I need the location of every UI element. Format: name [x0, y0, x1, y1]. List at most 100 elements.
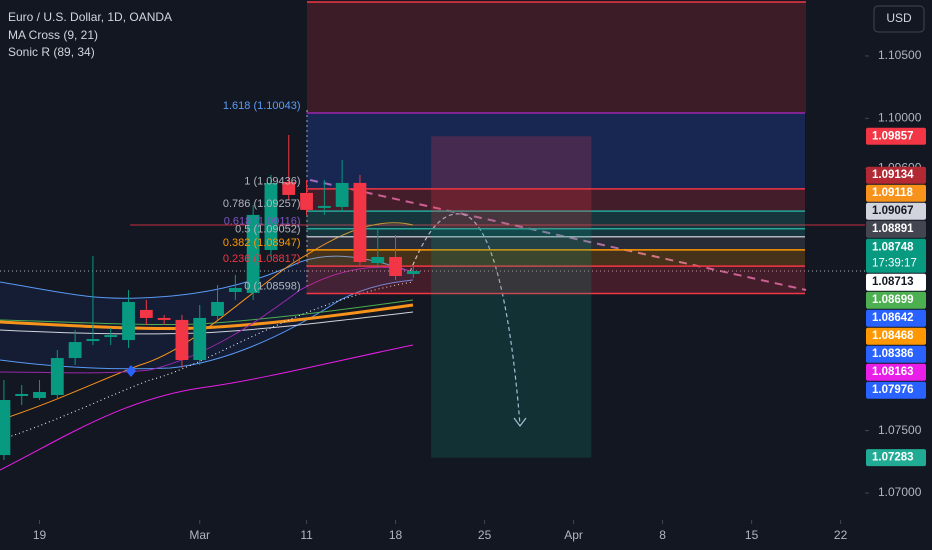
x-tick-label: 11 [300, 528, 313, 542]
fib-label: 1 (1.09436) [244, 176, 300, 188]
currency-label[interactable]: USD [886, 11, 912, 25]
candle-body [389, 257, 402, 276]
price-tag [866, 238, 926, 273]
price-tag-label: 1.08713 [872, 276, 914, 288]
fib-label: 0.618 (1.09116) [224, 216, 301, 228]
y-tick-label: 1.07500 [878, 423, 922, 437]
candle-body [15, 393, 29, 396]
candle-body [264, 182, 278, 251]
price-tag [866, 166, 926, 184]
candle-body [371, 257, 385, 263]
x-tick-label: 15 [745, 528, 759, 542]
currency-button[interactable] [873, 5, 925, 33]
candle-body [228, 287, 242, 292]
fib-extension-box [307, 2, 806, 113]
price-tag-label: 1.07976 [872, 384, 914, 396]
price-tag-label: 1.09134 [872, 169, 914, 181]
candle-body [317, 205, 331, 208]
price-tag-label: 1.08386 [872, 348, 914, 360]
fib-band [306, 249, 806, 267]
y-tick-label: 1.10000 [878, 111, 922, 125]
forecast-arrowhead [513, 417, 527, 427]
price-tag [866, 327, 926, 345]
ma-fast [0, 222, 414, 421]
candle-body [353, 182, 367, 262]
fib-band [306, 236, 806, 250]
channel-lower [0, 279, 414, 370]
forecast-curve [409, 213, 521, 426]
plot-area [0, 1, 865, 471]
trend-dots [0, 281, 414, 441]
fib-band [306, 188, 806, 212]
price-countdown: 17:39:17 [872, 258, 917, 270]
x-tick-label: Apr [564, 528, 583, 542]
position-reward [431, 228, 592, 458]
price-tag-label: 1.07283 [872, 452, 914, 464]
candle-body [211, 301, 224, 316]
y-tick-label: 1.07000 [878, 485, 922, 499]
candle-body [193, 317, 207, 361]
price-tag [866, 345, 926, 363]
fib-label: 0.236 (1.08817) [223, 253, 301, 265]
fib-label: 1.618 (1.10043) [223, 100, 301, 112]
candle-body [335, 182, 349, 207]
candle-body [86, 339, 100, 342]
fib-label: 0.786 (1.09257) [223, 198, 301, 210]
cross-marker [126, 365, 136, 377]
price-tag-label: 1.08642 [872, 312, 914, 324]
fib-band [306, 211, 806, 229]
y-tick-label: 1.10500 [878, 48, 922, 62]
channel-fill [0, 256, 413, 369]
price-tag-label: 1.09067 [872, 205, 914, 217]
candle-body [157, 317, 171, 320]
price-tag [866, 363, 926, 381]
price-tag-label: 1.08891 [872, 223, 914, 235]
x-tick-label: 18 [389, 528, 403, 542]
projection-line [309, 179, 807, 291]
indicator-label: Sonic R (89, 34) [8, 45, 95, 59]
candle-body [406, 270, 420, 274]
price-tag-label: 1.08468 [872, 330, 914, 342]
candle-body [282, 181, 296, 195]
fib-label: 0.5 (1.09052) [235, 224, 300, 236]
ma-slow [0, 266, 414, 374]
candle-body [175, 319, 189, 361]
price-tag [866, 202, 926, 220]
price-tag [866, 309, 926, 327]
candle-body [246, 214, 260, 293]
candle-body [0, 399, 11, 456]
ma-long [0, 344, 414, 471]
price-tag [866, 381, 926, 399]
price-tag-label: 1.08699 [872, 294, 914, 306]
price-tag-label: 1.09857 [872, 130, 914, 142]
fib-band [306, 228, 806, 237]
price-tag [866, 184, 926, 202]
price-tag [866, 449, 926, 467]
fib-band [306, 113, 806, 189]
x-tick-label: 8 [659, 528, 666, 542]
candle-body [104, 335, 118, 338]
candle-body [300, 192, 313, 210]
candle-body [68, 342, 82, 359]
symbol-title: Euro / U.S. Dollar, 1D, OANDA [8, 10, 172, 24]
fib-label: 0 (1.08598) [244, 280, 300, 292]
price-tag-label: 1.09118 [872, 187, 914, 199]
position-risk [431, 136, 592, 229]
candle-body [139, 309, 153, 318]
x-tick-label: 22 [834, 528, 848, 542]
price-tag [866, 291, 926, 309]
x-tick-label: 19 [33, 528, 47, 542]
indicator-label: MA Cross (9, 21) [8, 28, 98, 42]
price-tag [866, 273, 926, 291]
x-tick-label: 25 [478, 528, 492, 542]
price-tag-label: 1.08163 [872, 366, 914, 378]
price-tag [866, 220, 926, 238]
candle-body [122, 301, 135, 341]
price-tag [866, 127, 926, 145]
candle-body [50, 358, 64, 395]
fib-label: 0.382 (1.08947) [223, 237, 301, 249]
x-tick-label: Mar [189, 528, 210, 542]
candle-body [33, 391, 46, 398]
